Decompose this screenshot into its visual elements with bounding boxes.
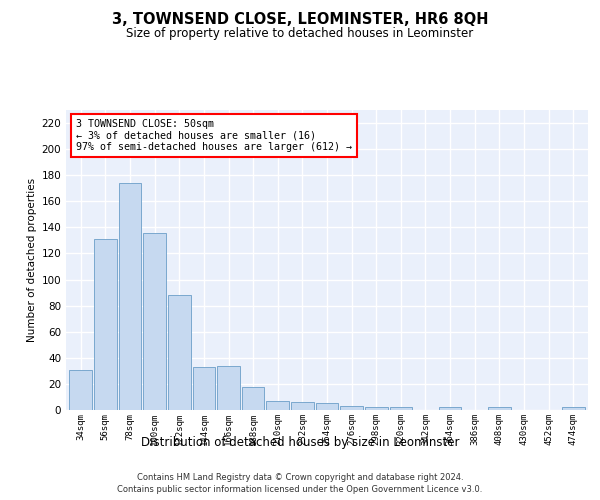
Text: 3 TOWNSEND CLOSE: 50sqm
← 3% of detached houses are smaller (16)
97% of semi-det: 3 TOWNSEND CLOSE: 50sqm ← 3% of detached… <box>76 119 352 152</box>
Bar <box>562 408 584 410</box>
Bar <box>488 408 511 410</box>
Text: Distribution of detached houses by size in Leominster: Distribution of detached houses by size … <box>141 436 459 449</box>
Bar <box>266 401 289 410</box>
Bar <box>316 404 338 410</box>
Bar <box>143 232 166 410</box>
Bar <box>193 367 215 410</box>
Bar <box>168 295 191 410</box>
Bar <box>94 239 117 410</box>
Bar <box>439 408 461 410</box>
Bar <box>340 406 363 410</box>
Bar <box>119 183 142 410</box>
Y-axis label: Number of detached properties: Number of detached properties <box>27 178 37 342</box>
Bar <box>291 402 314 410</box>
Text: Contains public sector information licensed under the Open Government Licence v3: Contains public sector information licen… <box>118 484 482 494</box>
Bar <box>217 366 240 410</box>
Bar <box>242 386 265 410</box>
Text: Contains HM Land Registry data © Crown copyright and database right 2024.: Contains HM Land Registry data © Crown c… <box>137 473 463 482</box>
Text: Size of property relative to detached houses in Leominster: Size of property relative to detached ho… <box>127 28 473 40</box>
Bar <box>70 370 92 410</box>
Bar <box>389 408 412 410</box>
Bar <box>365 408 388 410</box>
Text: 3, TOWNSEND CLOSE, LEOMINSTER, HR6 8QH: 3, TOWNSEND CLOSE, LEOMINSTER, HR6 8QH <box>112 12 488 28</box>
